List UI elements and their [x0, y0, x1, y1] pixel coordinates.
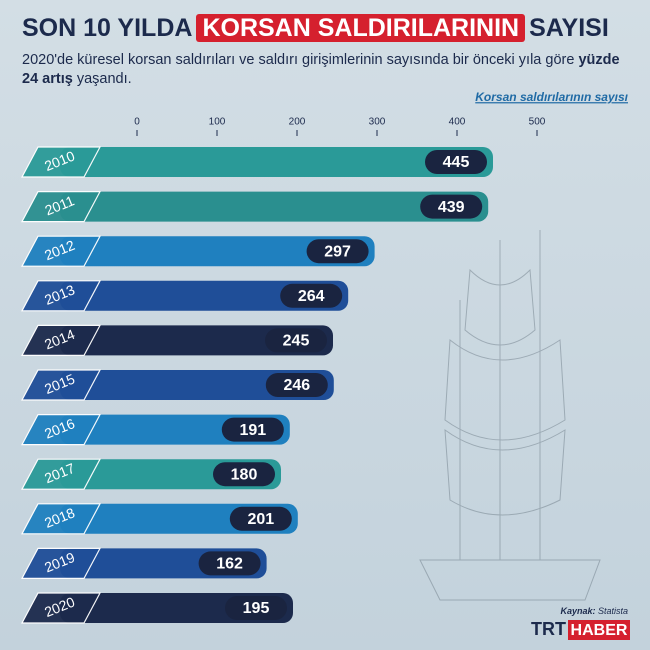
value-pill	[265, 373, 328, 397]
value-label: 191	[239, 422, 266, 439]
logo-box	[568, 620, 630, 640]
value-label: 439	[438, 199, 465, 216]
subtitle: 2020'de küresel korsan saldırıları ve sa…	[22, 51, 632, 89]
x-tick-label: 500	[529, 117, 546, 128]
year-tab	[21, 592, 101, 624]
x-tick-label: 0	[134, 117, 140, 128]
value-label: 201	[247, 511, 274, 528]
subtitle-text: yaşandı.	[72, 71, 132, 87]
year-tab	[21, 280, 101, 312]
year-tab	[21, 503, 101, 535]
title-part: SON 10 YILDA	[22, 14, 193, 42]
value-label: 180	[231, 466, 258, 483]
year-tab	[21, 324, 101, 356]
source-name: Statista	[598, 606, 628, 616]
value-label: 195	[243, 600, 270, 617]
x-tick-label: 200	[289, 117, 306, 128]
value-pill	[213, 462, 275, 487]
year-tab	[21, 414, 101, 446]
year-tab	[21, 547, 101, 579]
value-pill	[420, 194, 483, 219]
year-tab	[21, 191, 101, 223]
subtitle-bold: yüzde 24 artış	[22, 52, 620, 87]
year-tab	[21, 369, 101, 401]
value-pill	[265, 328, 327, 353]
bar	[60, 236, 375, 267]
header: SON 10 YILDA KORSAN SALDIRILARININ SAYISI …	[22, 14, 642, 89]
bar	[60, 370, 334, 400]
logo-haber: HABER	[571, 622, 628, 639]
series-label: Korsan saldırılarının sayısı	[475, 90, 628, 104]
value-label: 246	[283, 377, 310, 394]
value-pill	[306, 239, 369, 264]
bar	[60, 280, 349, 311]
x-tick-label: 100	[209, 117, 226, 128]
value-pill	[229, 506, 292, 531]
source: Kaynak: Statista	[560, 606, 628, 616]
year-tab	[21, 235, 101, 267]
bar	[60, 147, 493, 177]
source-label: Kaynak:	[560, 606, 595, 616]
x-tick-label: 300	[369, 117, 386, 128]
ship-illustration	[419, 230, 601, 601]
year-tab	[21, 458, 101, 490]
value-label: 297	[324, 243, 351, 260]
value-label: 245	[283, 333, 310, 350]
value-pill	[221, 417, 284, 442]
title-highlight: KORSAN SALDIRILARININ	[196, 14, 526, 42]
value-pill	[198, 551, 261, 576]
value-label: 445	[443, 154, 470, 171]
title: SON 10 YILDA KORSAN SALDIRILARININ SAYISI	[22, 14, 642, 43]
bar	[60, 325, 333, 356]
bar	[60, 191, 489, 222]
x-tick-label: 400	[449, 117, 466, 128]
value-label: 162	[216, 556, 243, 573]
subtitle-text: 2020'de küresel korsan saldırıları ve sa…	[22, 52, 579, 68]
year-tab	[21, 146, 101, 178]
logo-trt: TRT	[531, 619, 566, 639]
value-label: 264	[298, 288, 325, 305]
value-pill	[425, 150, 487, 174]
value-pill	[225, 596, 287, 620]
value-pill	[280, 283, 343, 308]
title-part: SAYISI	[529, 14, 609, 42]
